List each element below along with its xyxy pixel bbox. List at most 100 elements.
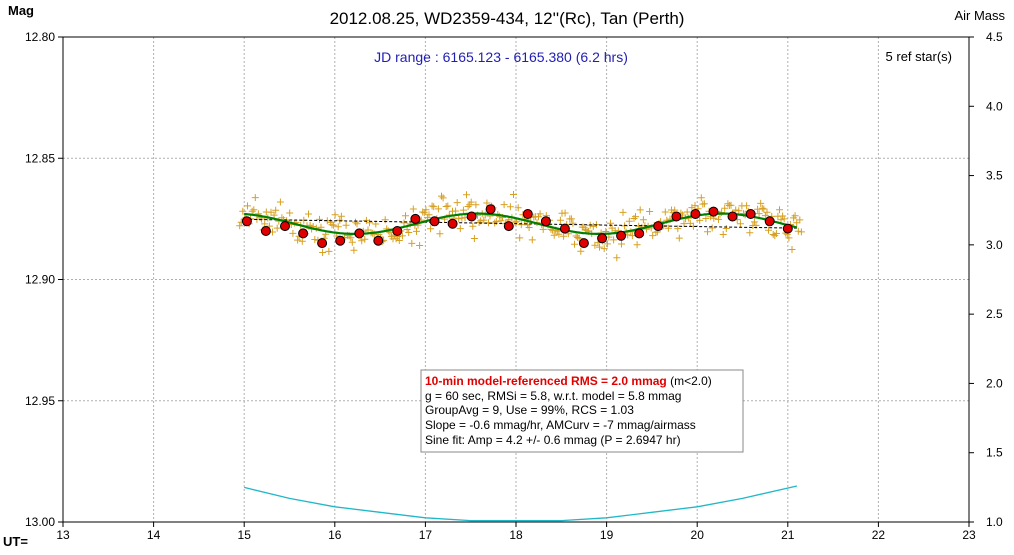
raw-point [352,218,359,226]
fit-lines-group [244,212,798,235]
x-tick-label: 15 [238,528,252,542]
raw-point [416,242,424,249]
y-right-tick-label: 3.5 [986,169,1003,183]
raw-point [732,206,740,214]
x-tick-label: 21 [781,528,795,542]
raw-point [574,234,582,241]
raw-point [511,218,519,226]
group-average-point [317,238,328,249]
y-axis-right-label: Air Mass [954,8,1005,23]
trend-line [244,218,797,229]
raw-point [743,202,751,210]
raw-point [289,229,297,237]
x-tick-label: 22 [872,528,886,542]
raw-point [337,212,345,220]
raw-point [350,246,358,254]
raw-point [514,204,522,212]
raw-point [758,204,766,212]
group-average-point [634,228,645,239]
raw-point [294,236,302,244]
raw-point [273,224,281,232]
raw-point [456,225,464,233]
raw-point [236,222,244,230]
raw-point [755,210,763,218]
raw-point [794,227,802,235]
y-right-tick-label: 1.5 [986,446,1003,460]
raw-point [422,206,430,214]
airmass-curve [244,485,798,522]
raw-point [305,210,312,218]
raw-point [618,240,625,248]
y-right-tick-label: 4.5 [986,30,1003,44]
airmass-curve-group [244,485,798,522]
raw-point [455,215,463,223]
raw-point [556,216,564,224]
raw-point [582,226,589,234]
group-average-point [745,209,756,219]
group-average-point [653,221,664,232]
raw-point [286,209,294,217]
raw-point [425,211,433,219]
raw-point [467,198,475,206]
group-average-point [503,221,514,232]
group-average-point [260,226,271,236]
raw-point [613,254,621,262]
raw-point [788,246,796,253]
raw-point [589,222,597,230]
raw-point [575,234,583,242]
group-average-point [410,213,421,224]
raw-point [721,204,729,212]
raw-point [661,208,669,216]
raw-point [319,249,327,256]
x-tick-label: 16 [328,528,342,542]
raw-point [420,209,428,217]
raw-point [430,203,438,211]
raw-point [408,239,416,247]
y-right-tick-label: 2.0 [986,376,1003,390]
jd-range-label: JD range : 6165.123 - 6165.380 (6.2 hrs) [374,49,628,65]
raw-point [715,215,722,223]
ref-stars-label: 5 ref star(s) [886,49,952,64]
raw-point [779,212,787,220]
raw-point [405,229,413,236]
raw-point [724,200,732,208]
raw-point [722,225,730,232]
raw-point [251,194,259,202]
y-left-tick-label: 12.85 [25,151,55,165]
raw-point [603,240,611,248]
y-right-tick-label: 3.0 [986,238,1003,252]
stats-line-5: Sine fit: Amp = 4.2 +/- 0.6 mmag (P = 2.… [425,433,681,447]
raw-point [700,200,708,208]
group-average-point [354,228,365,239]
raw-point [561,209,569,217]
raw-point [361,235,369,243]
raw-point [769,231,777,238]
raw-point [560,232,568,240]
y-left-tick-label: 12.80 [25,30,55,44]
group-average-point [373,235,384,246]
group-average-point [597,233,608,244]
raw-point [250,206,258,214]
raw-point [719,231,727,238]
raw-point [311,236,319,243]
raw-point [757,199,765,207]
raw-point [244,202,251,210]
raw-point [760,205,768,213]
raw-point [248,207,256,215]
raw-point [276,198,284,206]
x-tick-label: 19 [600,528,614,542]
raw-point [348,238,356,246]
y-right-tick-label: 1.0 [986,515,1003,529]
raw-point [516,234,524,242]
y-left-tick-label: 13.00 [25,515,55,529]
x-axis-label: UT= [3,534,28,549]
y-right-tick-label: 2.5 [986,307,1003,321]
y-right-tick-label: 4.0 [986,99,1003,113]
raw-point [438,192,445,200]
raw-point [696,216,704,224]
group-average-point [447,218,458,229]
raw-point [267,208,275,216]
group-average-point [764,216,775,227]
raw-point [772,230,780,237]
